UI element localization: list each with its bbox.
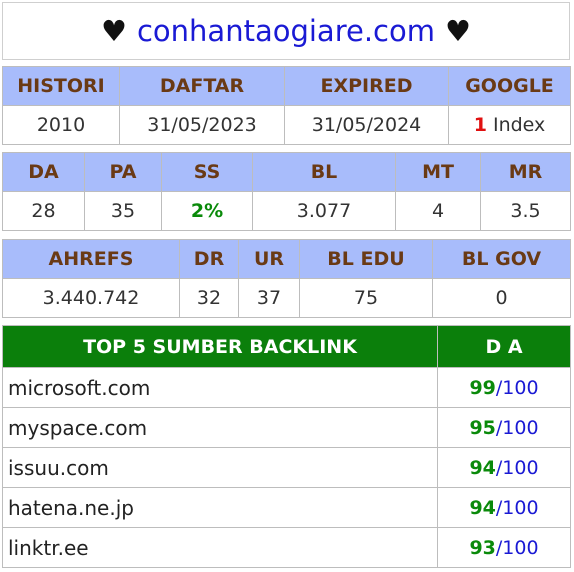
value-google: 1 Index xyxy=(448,105,571,145)
value-pa: 35 xyxy=(84,191,162,231)
backlink-da: 95 xyxy=(469,416,496,439)
backlink-score: 94/100 xyxy=(437,447,571,488)
score-max: 100 xyxy=(502,536,539,559)
value-daftar: 31/05/2023 xyxy=(119,105,285,145)
header-mr: MR xyxy=(480,152,571,192)
header-expired: EXPIRED xyxy=(284,66,449,106)
header-bl-edu: BL EDU xyxy=(299,239,433,279)
header-ahrefs: AHREFS xyxy=(2,239,180,279)
backlink-da: 93 xyxy=(469,536,496,559)
header-google: GOOGLE xyxy=(448,66,571,106)
header-da: DA xyxy=(2,152,85,192)
backlink-score: 99/100 xyxy=(437,367,571,408)
value-ahrefs: 3.440.742 xyxy=(2,278,180,318)
header-mt: MT xyxy=(395,152,481,192)
value-dr: 32 xyxy=(179,278,239,318)
backlink-site: microsoft.com xyxy=(2,367,438,408)
table-row: myspace.com 95/100 xyxy=(2,407,571,448)
score-separator: / xyxy=(495,536,503,559)
value-mr: 3.5 xyxy=(480,191,571,231)
value-da: 28 xyxy=(2,191,85,231)
google-index-label: Index xyxy=(486,114,546,136)
heart-icon-left: ♥ xyxy=(100,14,127,48)
backlink-score: 93/100 xyxy=(437,527,571,568)
header-ss: SS xyxy=(161,152,253,192)
header-bl-gov: BL GOV xyxy=(432,239,571,279)
score-separator: / xyxy=(495,416,503,439)
backlink-site: linktr.ee xyxy=(2,527,438,568)
header-daftar: DAFTAR xyxy=(119,66,285,106)
ahrefs-metrics-table: AHREFS DR UR BL EDU BL GOV 3.440.742 32 … xyxy=(2,239,571,318)
header-backlink-da: D A xyxy=(437,325,571,368)
score-separator: / xyxy=(495,376,503,399)
header-bl: BL xyxy=(252,152,396,192)
score-separator: / xyxy=(495,456,503,479)
top-backlinks-table: TOP 5 SUMBER BACKLINK D A microsoft.com … xyxy=(2,325,571,568)
header-pa: PA xyxy=(84,152,162,192)
header-histori: HISTORI xyxy=(2,66,120,106)
value-ss: 2% xyxy=(161,191,253,231)
value-expired: 31/05/2024 xyxy=(284,105,449,145)
table-row: issuu.com 94/100 xyxy=(2,447,571,488)
moz-metrics-table: DA PA SS BL MT MR 28 35 2% 3.077 4 3.5 xyxy=(2,152,571,231)
heart-icon-right: ♥ xyxy=(445,14,471,48)
backlink-da: 94 xyxy=(469,496,496,519)
backlink-score: 95/100 xyxy=(437,407,571,448)
value-histori: 2010 xyxy=(2,105,120,145)
score-separator: / xyxy=(495,496,503,519)
table-row: microsoft.com 99/100 xyxy=(2,367,571,408)
table-row: linktr.ee 93/100 xyxy=(2,527,571,568)
backlink-site: hatena.ne.jp xyxy=(2,487,438,528)
backlink-site: issuu.com xyxy=(2,447,438,488)
backlink-da: 99 xyxy=(469,376,496,399)
score-max: 100 xyxy=(502,416,539,439)
domain-info-table: HISTORI DAFTAR EXPIRED GOOGLE 2010 31/05… xyxy=(2,66,571,145)
score-max: 100 xyxy=(502,376,539,399)
backlink-da: 94 xyxy=(469,456,496,479)
backlink-score: 94/100 xyxy=(437,487,571,528)
value-mt: 4 xyxy=(395,191,481,231)
value-ur: 37 xyxy=(238,278,300,318)
header-dr: DR xyxy=(179,239,239,279)
score-max: 100 xyxy=(502,496,539,519)
header-backlink-source: TOP 5 SUMBER BACKLINK xyxy=(2,325,438,368)
value-bl: 3.077 xyxy=(252,191,396,231)
value-bl-edu: 75 xyxy=(299,278,433,318)
header-ur: UR xyxy=(238,239,300,279)
site-title-banner: ♥ conhantaogiare.com ♥ xyxy=(2,2,570,60)
backlink-site: myspace.com xyxy=(2,407,438,448)
table-row: hatena.ne.jp 94/100 xyxy=(2,487,571,528)
domain-name[interactable]: conhantaogiare.com xyxy=(136,14,435,48)
score-max: 100 xyxy=(502,456,539,479)
google-index-count: 1 xyxy=(473,114,487,136)
value-bl-gov: 0 xyxy=(432,278,571,318)
